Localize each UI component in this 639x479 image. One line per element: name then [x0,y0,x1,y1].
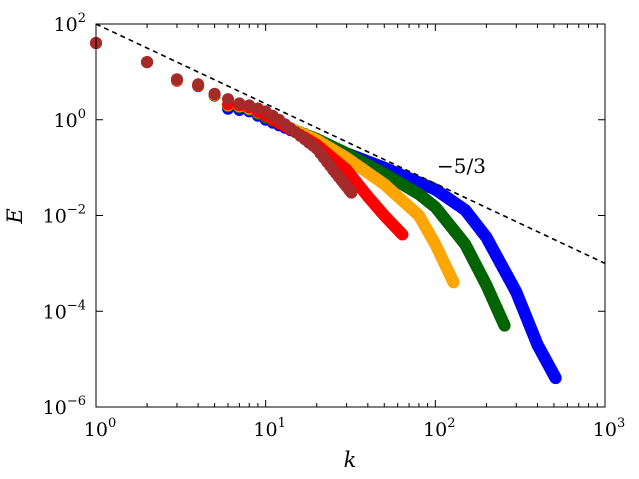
x-tick-label: 101 [253,416,285,441]
series-3-point [447,276,460,289]
x-axis-label: k [344,448,357,472]
x-tick-label: 102 [423,416,455,441]
series-layer [90,37,562,385]
x-tick-label: 100 [84,416,116,441]
series-5-point [192,78,205,91]
x-tick-label: 103 [593,416,625,441]
series-2-point [498,319,511,332]
y-tick-label: 102 [54,11,86,36]
series-5-point [141,56,154,69]
y-tick-labels: 102 100 10−2 10−4 10−6 [43,11,86,419]
series-5-point [345,186,358,199]
y-tick-label: 10−4 [43,298,86,323]
plot-background [96,24,605,407]
slope-annotation: −5/3 [437,154,486,178]
x-tick-labels: 100 101 102 103 [84,416,625,441]
series-1-point [549,372,562,385]
reference-slope-line [95,23,606,265]
y-axis-label: E [3,208,27,224]
series-2 [90,37,511,332]
series-5-point [170,73,183,86]
y-tick-label: 10−2 [43,203,86,228]
series-4-point [396,228,409,241]
series-5-point [233,97,246,110]
series-5 [90,37,358,199]
series-5-point [222,93,235,106]
series-5-point [208,87,221,100]
y-tick-label: 100 [54,107,86,132]
series-3 [90,37,460,289]
y-tick-label: 10−6 [43,394,86,419]
ticks-layer [95,23,606,408]
